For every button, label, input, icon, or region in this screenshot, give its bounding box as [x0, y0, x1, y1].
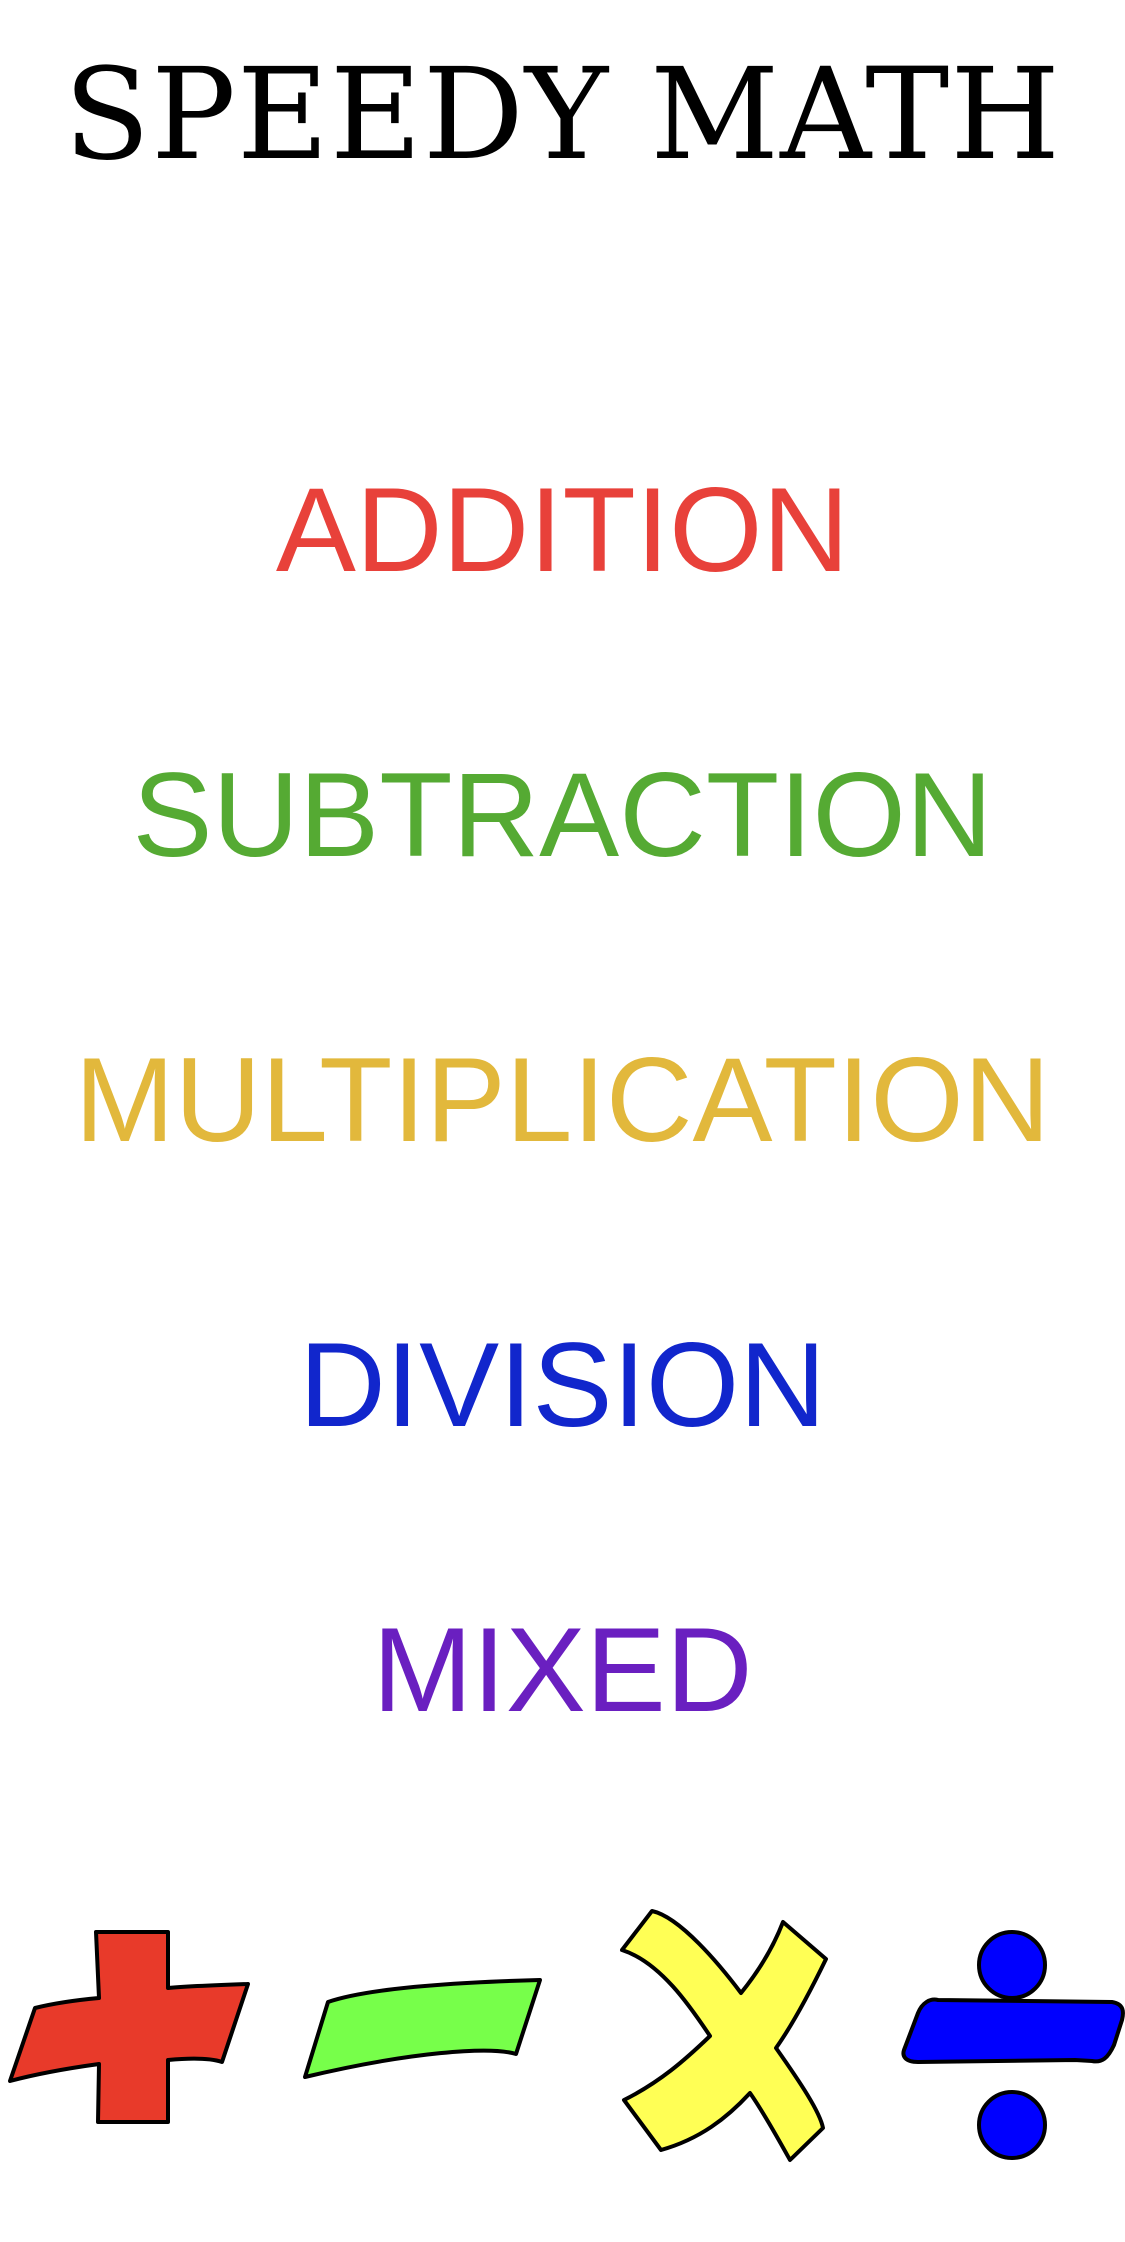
operator-icons-svg	[8, 1909, 1125, 2162]
plus-icon	[8, 1930, 250, 2124]
addition-button[interactable]: ADDITION	[275, 463, 850, 597]
app-title: SPEEDY MATH	[63, 41, 1062, 188]
division-button[interactable]: DIVISION	[299, 1318, 826, 1452]
divide-icon	[901, 1930, 1125, 2160]
minus-icon	[303, 1978, 542, 2079]
multiply-icon	[620, 1909, 828, 2162]
operator-icons	[0, 1880, 1125, 2180]
multiplication-button[interactable]: MULTIPLICATION	[74, 1033, 1051, 1167]
subtraction-button[interactable]: SUBTRACTION	[132, 748, 993, 882]
mixed-button[interactable]: MIXED	[372, 1603, 753, 1737]
